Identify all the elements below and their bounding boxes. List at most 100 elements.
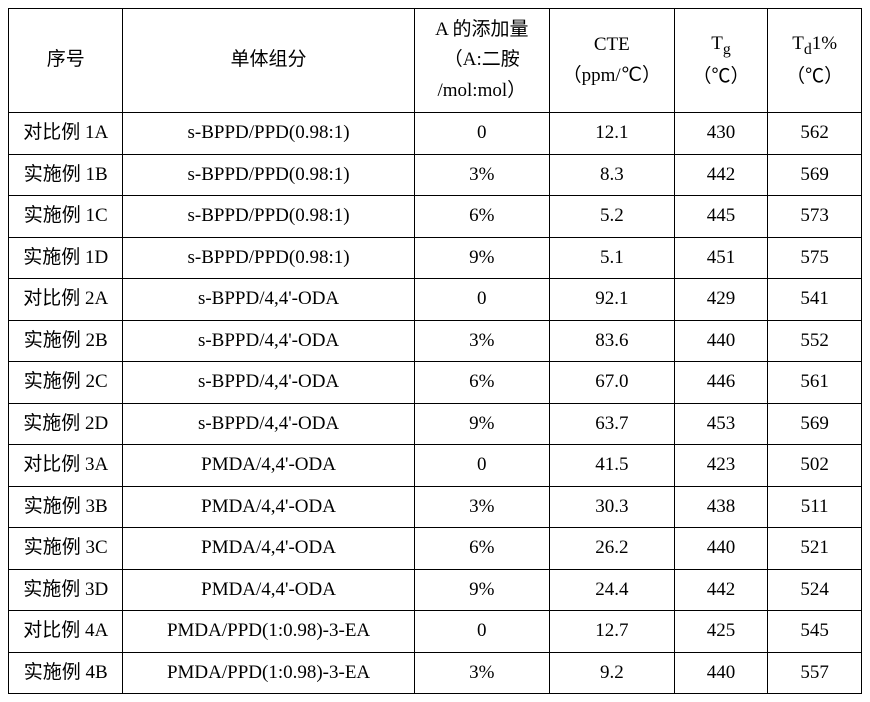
cell-cte: 8.3: [549, 154, 674, 196]
cell-seq: 实施例 4B: [9, 652, 123, 694]
cell-component: s-BPPD/4,4'-ODA: [123, 403, 414, 445]
cell-cte: 67.0: [549, 362, 674, 404]
cell-addition: 6%: [414, 528, 549, 570]
cell-tg: 430: [674, 113, 768, 155]
header-addition-line2: （A:二胺: [444, 49, 520, 70]
cell-addition: 3%: [414, 652, 549, 694]
cell-td: 561: [768, 362, 862, 404]
cell-component: PMDA/4,4'-ODA: [123, 445, 414, 487]
table-row: 实施例 2Cs-BPPD/4,4'-ODA6%67.0446561: [9, 362, 862, 404]
cell-seq: 实施例 2D: [9, 403, 123, 445]
cell-tg: 445: [674, 196, 768, 238]
data-table: 序号 单体组分 A 的添加量 （A:二胺 /mol:mol） CTE （ppm/…: [8, 8, 862, 694]
cell-addition: 6%: [414, 362, 549, 404]
cell-cte: 5.2: [549, 196, 674, 238]
cell-cte: 12.7: [549, 611, 674, 653]
cell-seq: 实施例 3C: [9, 528, 123, 570]
cell-tg: 440: [674, 652, 768, 694]
cell-component: s-BPPD/PPD(0.98:1): [123, 154, 414, 196]
cell-addition: 6%: [414, 196, 549, 238]
header-cte-line1: CTE: [594, 34, 630, 55]
cell-addition: 3%: [414, 154, 549, 196]
cell-addition: 0: [414, 279, 549, 321]
header-row: 序号 单体组分 A 的添加量 （A:二胺 /mol:mol） CTE （ppm/…: [9, 9, 862, 113]
header-component: 单体组分: [123, 9, 414, 113]
cell-td: 521: [768, 528, 862, 570]
cell-cte: 41.5: [549, 445, 674, 487]
header-tg-sub: g: [723, 41, 731, 58]
cell-tg: 446: [674, 362, 768, 404]
cell-cte: 24.4: [549, 569, 674, 611]
cell-seq: 实施例 2C: [9, 362, 123, 404]
cell-cte: 5.1: [549, 237, 674, 279]
table-row: 实施例 2Ds-BPPD/4,4'-ODA9%63.7453569: [9, 403, 862, 445]
table-row: 实施例 3DPMDA/4,4'-ODA9%24.4442524: [9, 569, 862, 611]
table-row: 对比例 2As-BPPD/4,4'-ODA092.1429541: [9, 279, 862, 321]
cell-seq: 对比例 3A: [9, 445, 123, 487]
cell-addition: 0: [414, 445, 549, 487]
header-cte-line2: （ppm/℃）: [563, 65, 661, 86]
cell-seq: 对比例 2A: [9, 279, 123, 321]
cell-addition: 0: [414, 611, 549, 653]
header-tg: Tg （℃）: [674, 9, 768, 113]
header-seq: 序号: [9, 9, 123, 113]
cell-component: s-BPPD/4,4'-ODA: [123, 362, 414, 404]
table-row: 实施例 2Bs-BPPD/4,4'-ODA3%83.6440552: [9, 320, 862, 362]
cell-seq: 对比例 1A: [9, 113, 123, 155]
cell-seq: 实施例 1D: [9, 237, 123, 279]
header-td-line2: （℃）: [786, 66, 843, 87]
table-row: 实施例 3CPMDA/4,4'-ODA6%26.2440521: [9, 528, 862, 570]
table-header: 序号 单体组分 A 的添加量 （A:二胺 /mol:mol） CTE （ppm/…: [9, 9, 862, 113]
cell-td: 552: [768, 320, 862, 362]
cell-component: PMDA/4,4'-ODA: [123, 528, 414, 570]
cell-component: s-BPPD/4,4'-ODA: [123, 279, 414, 321]
cell-tg: 440: [674, 528, 768, 570]
header-cte: CTE （ppm/℃）: [549, 9, 674, 113]
cell-tg: 423: [674, 445, 768, 487]
cell-cte: 9.2: [549, 652, 674, 694]
cell-addition: 9%: [414, 569, 549, 611]
cell-cte: 92.1: [549, 279, 674, 321]
header-td: Td1% （℃）: [768, 9, 862, 113]
cell-component: PMDA/4,4'-ODA: [123, 486, 414, 528]
cell-td: 573: [768, 196, 862, 238]
cell-tg: 440: [674, 320, 768, 362]
header-tg-line2: （℃）: [693, 66, 750, 87]
cell-seq: 对比例 4A: [9, 611, 123, 653]
table-row: 对比例 4APMDA/PPD(1:0.98)-3-EA012.7425545: [9, 611, 862, 653]
table-row: 对比例 3APMDA/4,4'-ODA041.5423502: [9, 445, 862, 487]
cell-seq: 实施例 1C: [9, 196, 123, 238]
cell-cte: 30.3: [549, 486, 674, 528]
cell-tg: 442: [674, 569, 768, 611]
cell-component: s-BPPD/4,4'-ODA: [123, 320, 414, 362]
cell-td: 557: [768, 652, 862, 694]
header-td-line1: Td1%: [792, 33, 837, 54]
header-td-sub: d: [804, 41, 812, 58]
table-row: 实施例 1Bs-BPPD/PPD(0.98:1)3%8.3442569: [9, 154, 862, 196]
table-row: 实施例 1Cs-BPPD/PPD(0.98:1)6%5.2445573: [9, 196, 862, 238]
cell-seq: 实施例 3B: [9, 486, 123, 528]
cell-td: 569: [768, 154, 862, 196]
cell-addition: 9%: [414, 403, 549, 445]
cell-td: 541: [768, 279, 862, 321]
header-addition: A 的添加量 （A:二胺 /mol:mol）: [414, 9, 549, 113]
cell-td: 502: [768, 445, 862, 487]
cell-td: 511: [768, 486, 862, 528]
header-addition-line1: A 的添加量: [435, 19, 528, 40]
cell-seq: 实施例 3D: [9, 569, 123, 611]
cell-tg: 451: [674, 237, 768, 279]
cell-tg: 429: [674, 279, 768, 321]
cell-component: PMDA/4,4'-ODA: [123, 569, 414, 611]
cell-cte: 83.6: [549, 320, 674, 362]
cell-td: 569: [768, 403, 862, 445]
table-row: 实施例 1Ds-BPPD/PPD(0.98:1)9%5.1451575: [9, 237, 862, 279]
cell-seq: 实施例 2B: [9, 320, 123, 362]
cell-cte: 63.7: [549, 403, 674, 445]
table-row: 实施例 4BPMDA/PPD(1:0.98)-3-EA3%9.2440557: [9, 652, 862, 694]
cell-tg: 442: [674, 154, 768, 196]
cell-addition: 3%: [414, 486, 549, 528]
cell-component: PMDA/PPD(1:0.98)-3-EA: [123, 652, 414, 694]
cell-addition: 3%: [414, 320, 549, 362]
cell-tg: 453: [674, 403, 768, 445]
cell-td: 562: [768, 113, 862, 155]
